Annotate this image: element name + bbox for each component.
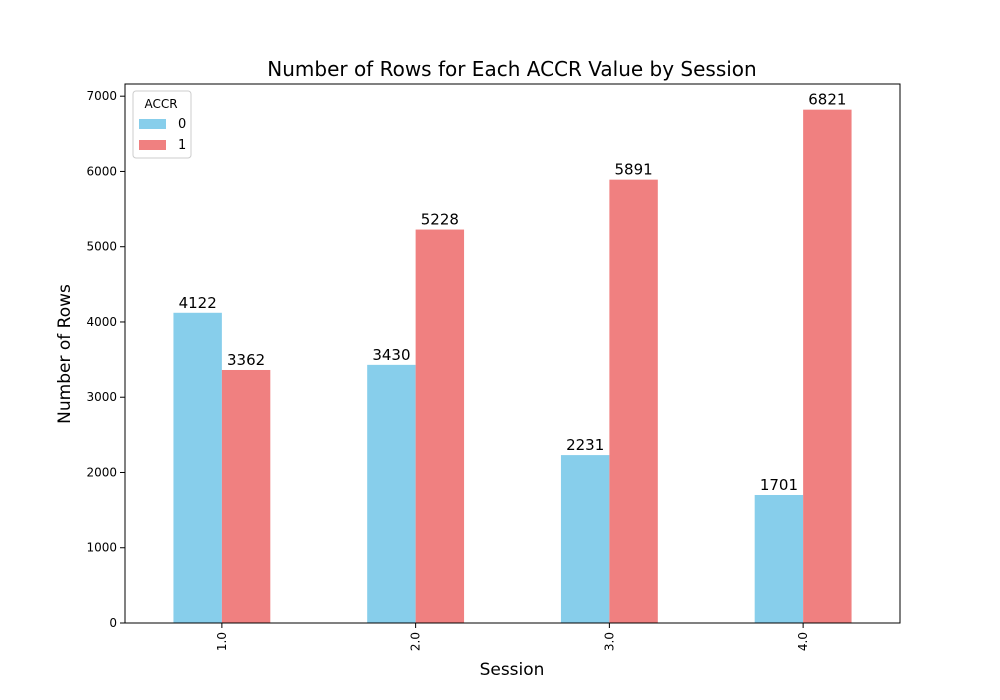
bar-series-0-3.0	[560, 455, 610, 623]
bar-series-1-4.0	[803, 109, 852, 623]
y-tick-label: 2000	[86, 465, 117, 479]
legend-title: ACCR	[144, 97, 177, 111]
x-tick-label: 2.0	[409, 632, 423, 651]
bar-series-0-2.0	[367, 364, 416, 623]
data-label: 3430	[372, 346, 410, 364]
legend-swatch-1	[139, 140, 166, 150]
legend-label: 1	[178, 138, 186, 153]
chart-title: Number of Rows for Each ACCR Value by Se…	[267, 57, 756, 81]
y-tick-label: 3000	[86, 390, 117, 404]
y-tick-label: 0	[109, 616, 117, 630]
y-tick-label: 6000	[86, 164, 117, 178]
bar-series-0-1.0	[173, 312, 222, 623]
data-label: 2231	[566, 436, 604, 454]
x-axis-label: Session	[480, 660, 545, 680]
y-tick-label: 5000	[86, 240, 117, 254]
plot-area: 4122 3430 2231 1701 3362 5228 5891 6821 0 1000 200…	[86, 83, 901, 651]
bar-series-0-4.0	[754, 494, 804, 623]
data-label: 6821	[808, 91, 846, 109]
bar-series-1-1.0	[221, 369, 271, 623]
plot-frame	[124, 83, 901, 624]
legend-swatch-0	[139, 119, 166, 129]
bar-series-1-3.0	[609, 179, 658, 623]
x-tick-label: 4.0	[796, 632, 810, 651]
x-tick-label: 1.0	[215, 632, 229, 651]
bar-series-1-2.0	[415, 229, 465, 623]
x-tick-label: 3.0	[602, 632, 616, 651]
data-label: 4122	[179, 294, 217, 312]
y-tick-label: 4000	[86, 315, 117, 329]
legend-label: 0	[178, 117, 186, 132]
data-label: 3362	[227, 351, 265, 369]
y-tick-label: 1000	[86, 541, 117, 555]
y-axis-label: Number of Rows	[55, 284, 75, 424]
y-tick-label: 7000	[86, 89, 117, 103]
data-label: 5891	[615, 161, 653, 179]
data-label: 1701	[760, 476, 798, 494]
data-label: 5228	[421, 211, 459, 229]
